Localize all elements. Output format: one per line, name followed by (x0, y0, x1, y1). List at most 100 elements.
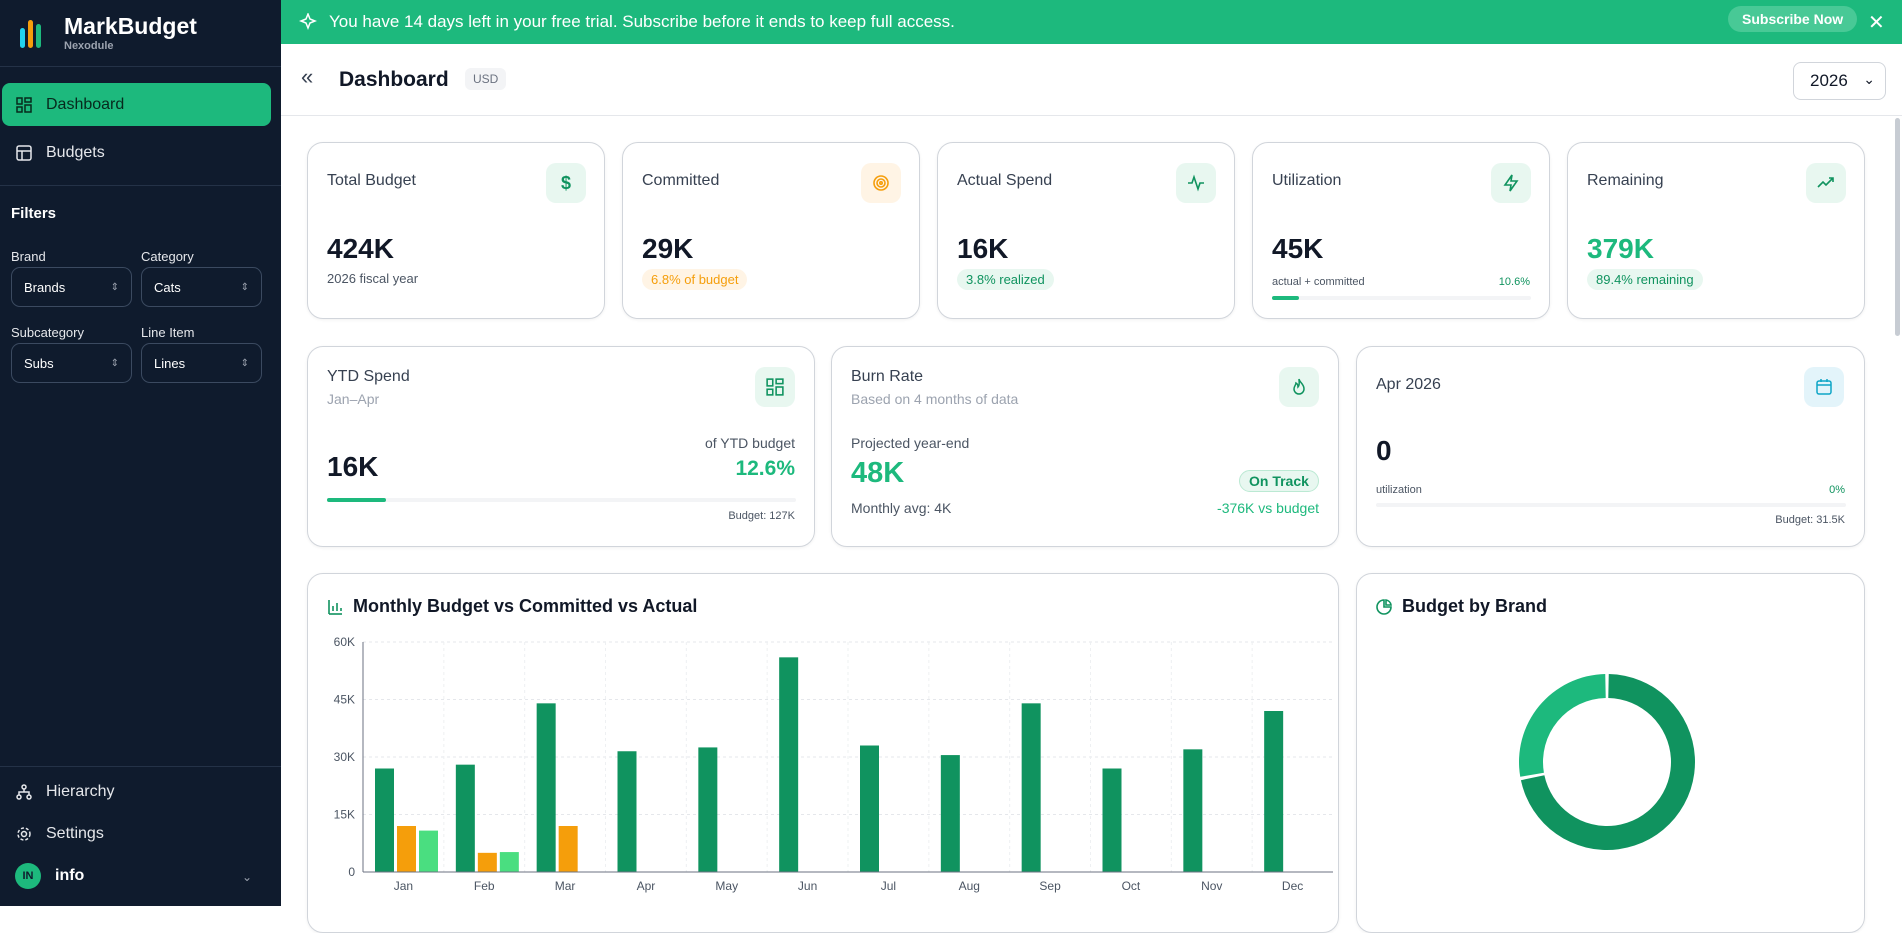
user-menu[interactable]: IN info (15, 863, 84, 889)
x-tick-label: Jun (798, 879, 817, 893)
subcategory-select[interactable]: Subs ⇕ (11, 343, 132, 383)
activity-icon (1176, 163, 1216, 203)
subscribe-button[interactable]: Subscribe Now (1728, 6, 1858, 32)
bar (499, 852, 519, 872)
chevron-down-icon[interactable]: ⌄ (242, 870, 253, 884)
bar (536, 703, 556, 872)
monthly-bar-chart: 0 15K 30K 45K 60K Jan Feb Mar Apr May Jun Jul Aug Sep… (334, 635, 1333, 893)
ytd-budget: Budget: 127K (728, 510, 795, 522)
user-name: info (55, 867, 85, 884)
bar (1183, 749, 1203, 872)
kpi-title: Actual Spend (957, 172, 1053, 189)
x-tick-label: Sep (1039, 879, 1061, 893)
chart-title: Monthly Budget vs Committed vs Actual (353, 596, 698, 616)
category-select[interactable]: Cats ⇕ (141, 267, 262, 307)
pie-title: Budget by Brand (1402, 596, 1548, 616)
sidebar: MarkBudget Nexodule Dashboard Budgets Fi… (0, 0, 281, 906)
kpi-remaining: Remaining 379K 89.4% remaining (1567, 142, 1865, 319)
x-tick-label: Jan (394, 879, 413, 893)
bar (1102, 768, 1122, 872)
nav-budgets[interactable]: Budgets (2, 131, 271, 174)
kpi-percent: 10.6% (1498, 276, 1530, 288)
progress-fill (327, 498, 387, 502)
line-item-label: Line Item (141, 325, 195, 340)
burn-subtitle: Based on 4 months of data (851, 391, 1019, 407)
ytd-subtitle: Jan–Apr (327, 391, 380, 407)
chevron-down-icon: ⌄ (1863, 71, 1875, 87)
nav-settings[interactable]: Settings (2, 812, 271, 855)
burn-vs-budget: -376K vs budget (1217, 500, 1319, 516)
ytd-title: YTD Spend (327, 368, 410, 385)
x-tick-label: Apr (637, 879, 656, 893)
dollar-icon: $ (546, 163, 586, 203)
burn-title: Burn Rate (851, 368, 924, 385)
bar (419, 830, 438, 872)
line-item-select-value: Lines (154, 355, 186, 371)
updown-icon: ⇕ (110, 281, 119, 293)
nav-dashboard-label: Dashboard (46, 95, 125, 113)
trending-up-icon (1806, 163, 1846, 203)
brand-select-value: Brands (24, 279, 66, 295)
collapse-sidebar-icon[interactable]: « (301, 64, 314, 89)
hierarchy-icon (16, 783, 32, 800)
ytd-value: 16K (327, 451, 379, 482)
progress-bar (1272, 296, 1531, 300)
y-tick-label: 60K (334, 635, 355, 649)
kpi-badge: 89.4% remaining (1587, 269, 1703, 290)
nav-dashboard[interactable]: Dashboard (2, 83, 271, 126)
month-percent: 0% (1829, 484, 1845, 496)
bar (455, 764, 475, 872)
kpi-sub: 2026 fiscal year (327, 271, 419, 286)
kpi-title: Utilization (1272, 172, 1342, 189)
kpi-value: 424K (327, 233, 394, 264)
category-label: Category (141, 249, 194, 264)
x-tick-label: Nov (1201, 879, 1222, 893)
gear-icon (17, 826, 31, 841)
dashboard-icon (755, 367, 795, 407)
org-name: Nexodule (64, 40, 114, 52)
x-tick-label: Jul (881, 879, 896, 893)
y-tick-label: 15K (334, 808, 355, 822)
month-budget: Budget: 31.5K (1775, 514, 1845, 526)
app-name: MarkBudget (64, 13, 197, 39)
nav-hierarchy-label: Hierarchy (46, 782, 115, 800)
updown-icon: ⇕ (240, 281, 249, 293)
y-tick-label: 0 (348, 865, 355, 879)
bar (940, 755, 960, 872)
kpi-value: 16K (957, 233, 1009, 264)
target-icon (861, 163, 901, 203)
brand-label: Brand (11, 249, 46, 264)
x-tick-label: Aug (959, 879, 980, 893)
close-icon[interactable]: ✕ (1868, 12, 1885, 34)
zap-icon (1491, 163, 1531, 203)
brand[interactable]: MarkBudget Nexodule (0, 0, 281, 67)
brand-select[interactable]: Brands ⇕ (11, 267, 132, 307)
brand-chart-card: Budget by Brand (1356, 573, 1865, 933)
year-select[interactable]: 2026 ⌄ (1793, 62, 1886, 100)
bar (375, 768, 394, 872)
x-tick-label: Dec (1282, 879, 1303, 893)
scrollbar[interactable] (1895, 118, 1900, 336)
bar (397, 826, 416, 872)
trial-banner: You have 14 days left in your free trial… (281, 0, 1902, 44)
x-tick-label: May (715, 879, 738, 893)
line-item-select[interactable]: Lines ⇕ (141, 343, 262, 383)
sparkles-icon (299, 13, 317, 31)
category-select-value: Cats (154, 279, 181, 295)
bar (477, 852, 497, 872)
bar-chart-icon (328, 600, 342, 615)
currency-badge: USD (465, 68, 507, 90)
kpi-value: 45K (1272, 233, 1324, 264)
nav-hierarchy[interactable]: Hierarchy (2, 770, 271, 813)
kpi-utilization: Utilization 45K actual + committed 10.6% (1252, 142, 1550, 319)
monthly-chart-card: Monthly Budget vs Committed vs Actual 0 1… (307, 573, 1339, 933)
avatar: IN (15, 863, 41, 889)
pie-slice (1519, 674, 1606, 777)
kpi-title: Remaining (1587, 172, 1664, 189)
year-value: 2026 (1810, 71, 1848, 90)
ytd-label: of YTD budget (704, 435, 795, 451)
progress-bar (327, 498, 796, 502)
kpi-value: 29K (642, 233, 694, 264)
kpi-committed: Committed 29K 6.8% of budget (622, 142, 920, 319)
divider (0, 185, 281, 186)
